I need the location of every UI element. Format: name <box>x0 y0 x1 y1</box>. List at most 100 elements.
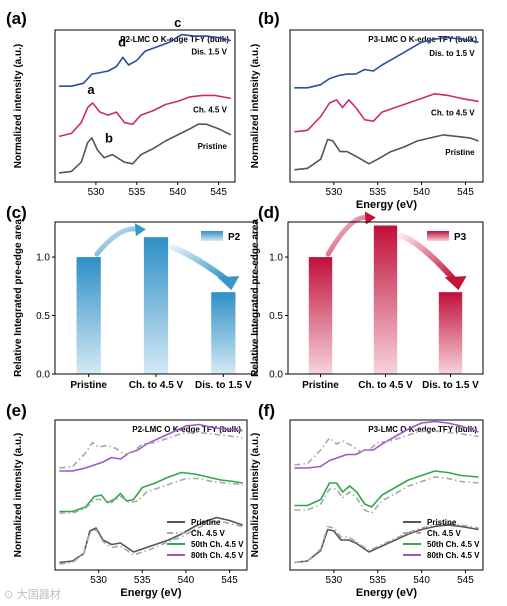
series-line-dis-to-1-5-v <box>294 36 479 89</box>
series-line-ch-4-5-v <box>59 519 243 565</box>
plot-frame <box>289 419 484 571</box>
peak-annotation: a <box>87 82 95 97</box>
chart-title: P3-LMC O K-edge TFY (bulk) <box>368 35 477 44</box>
chart-title: P2-LMC O K-edge TFY (bulk) <box>132 425 241 434</box>
bar <box>438 292 463 374</box>
watermark-text: ⊙ 大国器材 <box>4 588 61 601</box>
arrow-head-icon <box>364 211 376 225</box>
legend-label: Pristine <box>191 518 221 527</box>
x-tick-label: 530 <box>90 575 107 586</box>
panel-label: (f) <box>258 401 275 420</box>
peak-annotation: b <box>105 130 113 145</box>
bar <box>143 237 169 374</box>
curve-label: Pristine <box>198 142 228 151</box>
curve-label: Ch. to 4.5 V <box>431 108 475 117</box>
x-tick-label: 530 <box>326 187 343 198</box>
arrow-down-icon <box>169 244 231 284</box>
x-tick-label: 545 <box>457 187 474 198</box>
y-axis-label: Normalized intensity (a.u.) <box>13 44 24 168</box>
x-tick-label: Dis. to 1.5 V <box>195 380 252 391</box>
panel-b: (b) P3-LMC O K-edge TFY (bulk) 530 535 540 54… <box>250 9 484 211</box>
x-tick-label: 540 <box>413 187 430 198</box>
panel-c: (c) 0.0 0.5 1.0 Pristine Ch. to 4.5 V Dis. to … <box>6 203 258 391</box>
x-tick-label: 540 <box>178 575 195 586</box>
x-tick-label: 535 <box>134 575 151 586</box>
x-tick-label: 540 <box>413 575 430 586</box>
x-tick-label: 530 <box>88 187 105 198</box>
bar <box>211 292 236 374</box>
curve-label: Ch. 4.5 V <box>193 105 227 114</box>
legend-label: Pristine <box>427 518 457 527</box>
x-tick-label: 535 <box>369 187 386 198</box>
legend-swatch <box>201 231 223 241</box>
panel-e: (e) P2-LMC O K-edge TFY (bulk) 530 535 540 54… <box>6 401 248 599</box>
bar <box>308 257 333 374</box>
y-tick-label: 0.0 <box>36 370 50 381</box>
arrow-down-icon <box>398 232 458 284</box>
y-tick-label: 0.0 <box>269 370 283 381</box>
panel-label: (d) <box>258 203 280 222</box>
legend-label: P2 <box>228 232 241 243</box>
chart-title: P3-LMC O K-edge TFY (bulk) <box>368 425 477 434</box>
legend-label: 80th Ch. 4.5 V <box>191 551 244 560</box>
x-tick-label: 540 <box>169 187 186 198</box>
plot-frame <box>54 419 248 571</box>
curve-label: Dis. to 1.5 V <box>429 49 475 58</box>
x-tick-label: Pristine <box>70 380 107 391</box>
plot-frame <box>289 29 484 183</box>
y-tick-label: 0.5 <box>269 311 283 322</box>
curve-label: Pristine <box>445 148 475 157</box>
y-axis-label: Normalized intensity (a.u.) <box>13 433 24 557</box>
x-tick-label: 535 <box>128 187 145 198</box>
x-tick-label: 535 <box>369 575 386 586</box>
arrow-head-icon <box>134 223 146 237</box>
x-tick-label: Dis. to 1.5 V <box>422 380 479 391</box>
series-line-80th-ch-4-5-v <box>59 423 243 472</box>
panel-label: (e) <box>6 401 27 420</box>
y-axis-label: Normalized intensity (a.u.) <box>250 44 261 168</box>
x-tick-label: Ch. to 4.5 V <box>358 380 413 391</box>
series-line-50th-ch-4-5-v <box>294 470 479 508</box>
legend-label: Ch. 4.5 V <box>427 529 461 538</box>
y-axis-label: Normalized intensity (a.u.) <box>250 433 261 557</box>
y-tick-label: 1.0 <box>36 253 50 264</box>
x-tick-label: 545 <box>210 187 227 198</box>
series-line-ch-4-5-v <box>294 522 479 564</box>
legend-label: P3 <box>454 232 467 243</box>
series-line-50th-ch-4-5-v <box>59 471 243 513</box>
series-line-pristine <box>294 134 479 171</box>
y-axis-label: Relative Integrated pre-edge area <box>250 219 261 377</box>
series-line <box>294 476 479 514</box>
legend-label: 80th Ch. 4.5 V <box>427 551 480 560</box>
panel-f: (f) P3-LMC O K-edge TFY (bulk) 530 535 540 54… <box>250 401 484 599</box>
legend-label: Ch. 4.5 V <box>191 529 225 538</box>
y-tick-label: 0.5 <box>36 311 50 322</box>
series-line-ch-to-4-5-v <box>294 93 479 133</box>
plot-frame <box>54 29 236 183</box>
x-axis-label: Energy (eV) <box>356 199 417 211</box>
panel-label: (c) <box>6 203 27 222</box>
bar <box>76 257 101 374</box>
panel-label: (b) <box>258 9 280 28</box>
series-line-pristine <box>59 123 232 174</box>
panel-d: (d) 0.0 0.5 1.0 Pristine Ch. to 4.5 V Dis. to … <box>250 203 484 391</box>
legend-swatch <box>427 231 449 241</box>
arrow-up-icon <box>94 226 143 257</box>
series-line-80th-ch-4-5-v <box>294 420 479 469</box>
series-line <box>59 431 243 469</box>
curve-label: Dis. 1.5 V <box>191 48 227 57</box>
series-line-pristine <box>59 516 243 564</box>
x-tick-label: Pristine <box>302 380 339 391</box>
series-line <box>294 429 479 466</box>
bar <box>373 225 398 374</box>
arrow-up-icon <box>325 215 373 257</box>
arrow-head-icon <box>444 276 467 291</box>
x-axis-label: Energy (eV) <box>120 587 181 599</box>
x-tick-label: 545 <box>221 575 238 586</box>
arrow-head-icon <box>217 276 240 291</box>
x-tick-label: 530 <box>326 575 343 586</box>
peak-annotation: d <box>118 35 126 50</box>
y-tick-label: 1.0 <box>269 253 283 264</box>
x-tick-label: 545 <box>457 575 474 586</box>
